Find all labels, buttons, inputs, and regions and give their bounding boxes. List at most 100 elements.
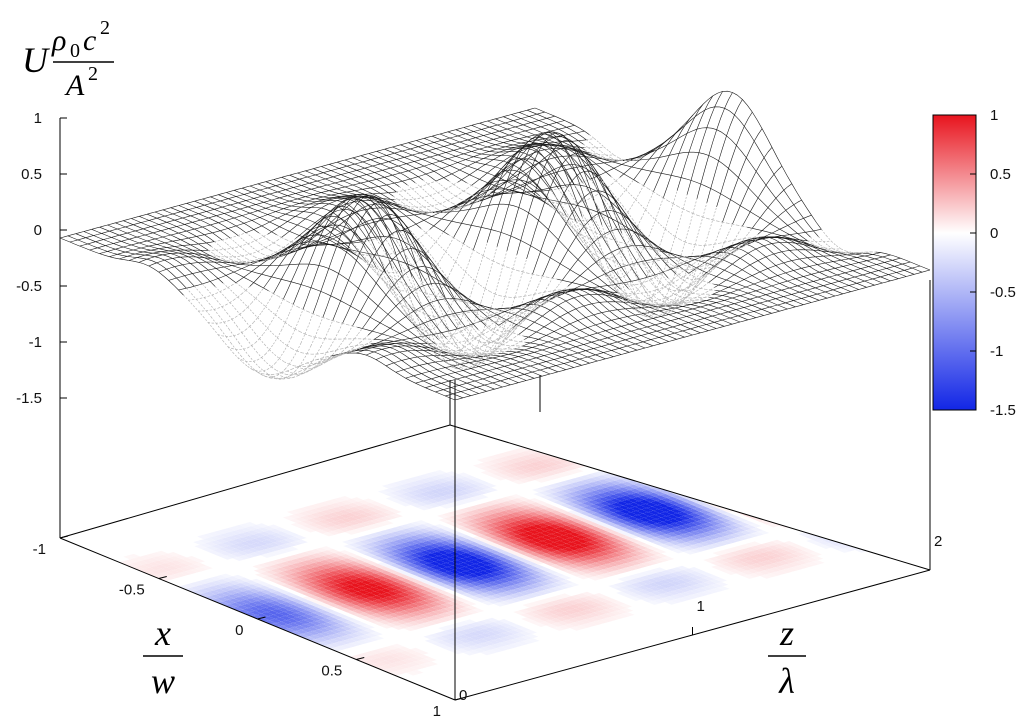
- heatmap-cell: [447, 475, 460, 480]
- x-tick-mark: [59, 535, 69, 539]
- heatmap-cell: [645, 574, 658, 579]
- heatmap-cell: [687, 472, 700, 477]
- heatmap-cell: [524, 499, 537, 504]
- heatmap-cell: [387, 483, 399, 488]
- heatmap-cell: [222, 541, 234, 546]
- heatmap-cell: [534, 568, 547, 573]
- heatmap-cell: [550, 528, 563, 533]
- heatmap-cell: [318, 501, 331, 506]
- heatmap-cell: [651, 523, 664, 528]
- heatmap-cell: [317, 551, 329, 556]
- heatmap-cell: [637, 513, 650, 518]
- heatmap-cell: [622, 594, 635, 599]
- heatmap-cell: [591, 512, 604, 517]
- heatmap-cell: [476, 458, 489, 463]
- heatmap-cell: [257, 545, 270, 550]
- heatmap-cell: [418, 528, 431, 533]
- heatmap-cell: [760, 520, 772, 525]
- heatmap-cell: [606, 616, 619, 621]
- heatmap-cell: [820, 530, 833, 536]
- heatmap-cell: [673, 499, 685, 504]
- heatmap-cell: [825, 529, 838, 534]
- heatmap-cell: [811, 556, 824, 561]
- heatmap-cell: [360, 652, 373, 657]
- heatmap-cell: [223, 545, 236, 550]
- mesh-line: [408, 142, 804, 305]
- heatmap-cell: [537, 577, 549, 582]
- mesh-line: [289, 174, 685, 338]
- heatmap-cell: [591, 548, 604, 553]
- heatmap-cell: [555, 544, 568, 550]
- heatmap-cell: [318, 609, 331, 615]
- heatmap-cell: [561, 489, 573, 494]
- heatmap-cell: [520, 451, 533, 456]
- heatmap-cell: [543, 507, 556, 512]
- heatmap-cell: [468, 505, 481, 510]
- heatmap-cell: [397, 588, 410, 593]
- heatmap-cell: [410, 539, 423, 544]
- heatmap-cell: [500, 623, 512, 628]
- heatmap-cell: [549, 560, 561, 565]
- heatmap-cell: [236, 551, 249, 556]
- heatmap-cell: [392, 499, 405, 504]
- heatmap-cell: [232, 538, 245, 543]
- heatmap-cell: [401, 564, 414, 569]
- heatmap-cell: [458, 580, 470, 585]
- heatmap-cell: [456, 558, 469, 563]
- heatmap-cell: [434, 470, 447, 475]
- heatmap-cell: [543, 597, 556, 602]
- heatmap-cell: [244, 594, 257, 599]
- heatmap-cell: [765, 573, 778, 578]
- heatmap-cell: [559, 521, 572, 526]
- mesh-line: [59, 237, 456, 401]
- heatmap-cell: [313, 521, 326, 526]
- heatmap-cell: [773, 507, 786, 513]
- heatmap-cell: [589, 616, 602, 621]
- heatmap-cell: [323, 500, 336, 505]
- heatmap-cell: [605, 558, 618, 563]
- heatmap-cell: [808, 529, 821, 534]
- heatmap-cell: [567, 582, 580, 587]
- heatmap-cell: [137, 564, 150, 569]
- heatmap-cell: [745, 529, 758, 534]
- heatmap-cell: [593, 520, 606, 526]
- heatmap-cell: [547, 520, 560, 525]
- heatmap-cell: [241, 531, 254, 536]
- heatmap-cell: [266, 538, 279, 543]
- heatmap-cell: [656, 463, 668, 468]
- heatmap-cell: [724, 570, 737, 575]
- heatmap-cell: [452, 546, 465, 551]
- heatmap-cell: [359, 522, 372, 527]
- heatmap-cell: [257, 581, 270, 586]
- heatmap-cell: [371, 541, 383, 546]
- heatmap-cell: [435, 492, 448, 497]
- heatmap-cell: [711, 565, 724, 570]
- heatmap-cell: [227, 594, 240, 599]
- heatmap-cell: [329, 498, 341, 504]
- heatmap-cell: [140, 555, 153, 560]
- heatmap-cell: [305, 568, 317, 573]
- heatmap-cell: [566, 596, 578, 601]
- heatmap-cell: [322, 532, 335, 537]
- heatmap-cell: [282, 516, 295, 521]
- heatmap-cell: [311, 625, 324, 630]
- heatmap-cell: [579, 475, 592, 480]
- heatmap-cell: [432, 592, 445, 597]
- heatmap-cell: [689, 476, 701, 482]
- heatmap-cell: [388, 613, 400, 618]
- heatmap-cell: [700, 586, 713, 591]
- heatmap-cell: [243, 589, 255, 595]
- heatmap-cell: [237, 609, 250, 614]
- heatmap-cell: [435, 564, 448, 569]
- heatmap-cell: [542, 521, 555, 526]
- heatmap-cell: [568, 532, 581, 537]
- heatmap-cell: [740, 530, 753, 535]
- heatmap-cell: [620, 603, 632, 608]
- heatmap-cell: [531, 542, 544, 547]
- heatmap-cell: [428, 633, 441, 638]
- heatmap-cell: [372, 635, 384, 640]
- heatmap-cell: [653, 473, 666, 478]
- heatmap-cell: [541, 589, 553, 594]
- heatmap-cell: [360, 634, 373, 639]
- heatmap-cell: [368, 659, 380, 664]
